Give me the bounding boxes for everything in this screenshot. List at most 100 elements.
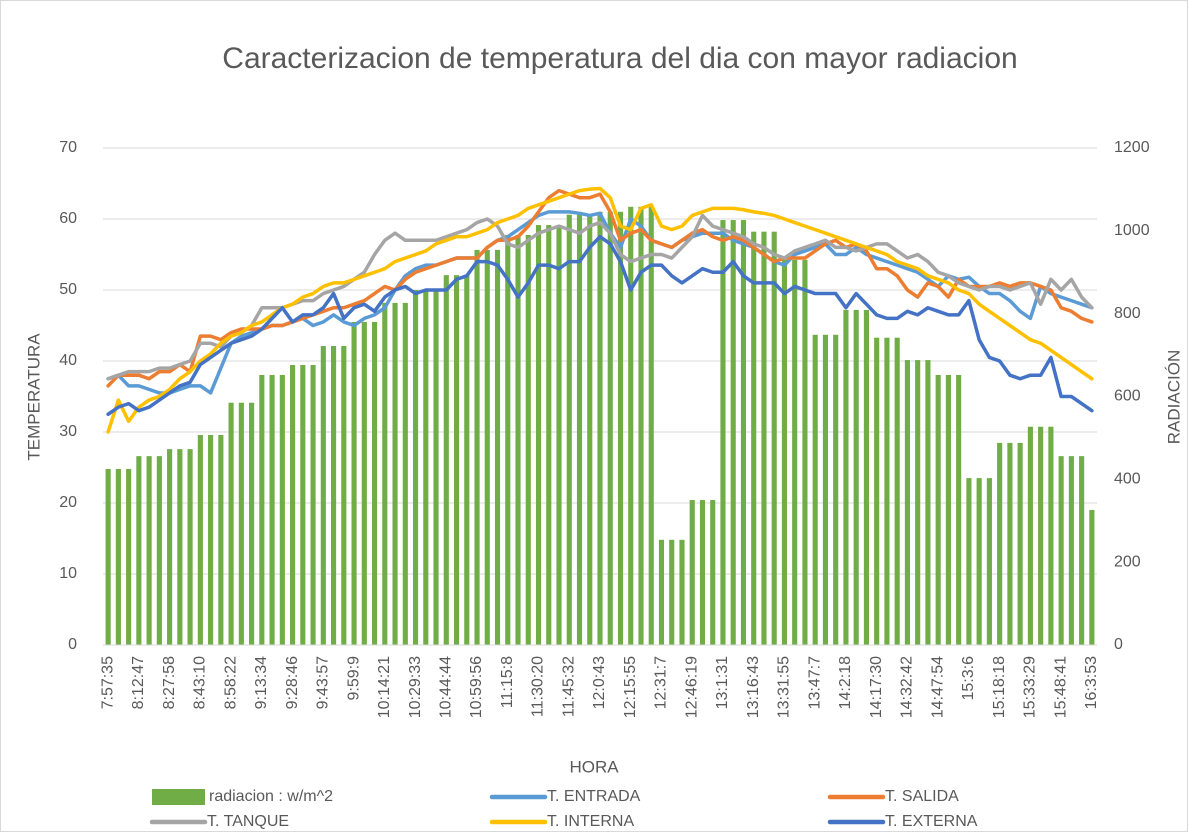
bar [392, 302, 398, 645]
y2-tick-label: 200 [1114, 553, 1141, 570]
bar [525, 234, 531, 645]
y-tick-label: 70 [59, 139, 77, 156]
legend-label: T. INTERNA [547, 813, 634, 830]
bar [238, 402, 244, 645]
x-tick-label: 8:12:47 [130, 656, 147, 709]
bar [249, 402, 255, 645]
y-axis-title: TEMPERATURA [24, 333, 43, 461]
bar [1027, 426, 1033, 645]
bar [167, 449, 173, 645]
legend-label: T. SALIDA [885, 788, 959, 805]
bar [259, 374, 265, 645]
bar [904, 360, 910, 645]
bar [136, 456, 142, 645]
y2-axis-title: RADIACIÓN [1164, 350, 1183, 444]
bar [884, 337, 890, 645]
bar [1079, 456, 1085, 645]
legend-label: T. TANQUE [207, 813, 289, 830]
bar [105, 468, 111, 645]
bar [720, 220, 726, 645]
x-tick-label: 8:43:10 [192, 656, 209, 709]
bar [566, 214, 572, 645]
x-tick-label: 7:57:35 [99, 656, 116, 709]
y-tick-label: 10 [59, 565, 77, 582]
legend-label: T. ENTRADA [547, 788, 641, 805]
bar [730, 220, 736, 645]
x-tick-label: 15:33:29 [1022, 656, 1039, 718]
legend-swatch [152, 789, 205, 805]
bar [290, 365, 296, 645]
line-series [106, 213, 1094, 381]
bar [843, 309, 849, 645]
bar [1017, 442, 1023, 645]
x-tick-label: 13:31:55 [776, 656, 793, 718]
bar [740, 220, 747, 645]
bar [925, 360, 931, 645]
bar [628, 206, 634, 646]
y-tick-label: 60 [59, 210, 77, 227]
bar [320, 345, 326, 645]
bar [474, 249, 480, 645]
bar [1058, 456, 1064, 645]
x-tick-label: 8:58:22 [222, 656, 239, 709]
bar [218, 435, 224, 645]
bar [638, 206, 644, 646]
x-tick-label: 9:28:46 [284, 656, 301, 709]
legend-label: T. EXTERNA [885, 813, 978, 830]
bar [546, 225, 552, 645]
bar [1089, 509, 1095, 645]
x-axis-title: HORA [569, 757, 619, 776]
bar [228, 402, 234, 645]
bar [576, 214, 583, 645]
bar [208, 435, 214, 645]
bar [587, 214, 593, 645]
x-tick-label: 13:16:43 [745, 656, 762, 718]
bar [853, 309, 859, 645]
line-series [106, 235, 1094, 416]
bar [669, 539, 675, 645]
x-tick-label: 15:3:6 [960, 656, 977, 701]
bar [822, 334, 829, 645]
bar [792, 259, 798, 645]
bar [945, 374, 951, 645]
bar [341, 345, 347, 645]
bar [464, 275, 470, 645]
bar [781, 259, 788, 645]
bar [658, 539, 665, 645]
bar [607, 211, 613, 645]
x-tick-label: 14:32:42 [899, 656, 916, 718]
x-tick-label: 10:14:21 [376, 656, 393, 718]
x-tick-label: 12:0:43 [591, 656, 608, 709]
y-tick-label: 40 [59, 352, 77, 369]
bar [412, 290, 419, 645]
bar [874, 337, 880, 645]
y2-tick-label: 1000 [1114, 222, 1150, 239]
bar [156, 456, 162, 645]
x-tick-label: 9:13:34 [253, 656, 270, 709]
bar [1048, 426, 1054, 645]
bar [679, 539, 685, 645]
x-tick-label: 10:29:33 [407, 656, 424, 718]
bar [1038, 426, 1044, 645]
bar [494, 249, 501, 645]
bar [1007, 442, 1013, 645]
bar [966, 478, 972, 645]
bar [177, 449, 183, 645]
y2-tick-label: 0 [1114, 636, 1123, 653]
bar [351, 321, 357, 645]
y-tick-label: 50 [59, 281, 77, 298]
bar [453, 275, 460, 645]
bar [710, 500, 716, 645]
bar [812, 334, 818, 645]
x-tick-label: 9:59:9 [345, 656, 362, 701]
y-tick-label: 0 [68, 636, 77, 653]
x-tick-label: 9:43:57 [315, 656, 332, 709]
x-tick-label: 8:27:58 [161, 656, 178, 709]
bar [382, 302, 388, 645]
bar [187, 449, 193, 645]
y2-tick-label: 400 [1114, 471, 1141, 488]
bar [894, 337, 900, 645]
x-tick-label: 12:15:55 [622, 656, 639, 718]
bar [556, 225, 562, 645]
